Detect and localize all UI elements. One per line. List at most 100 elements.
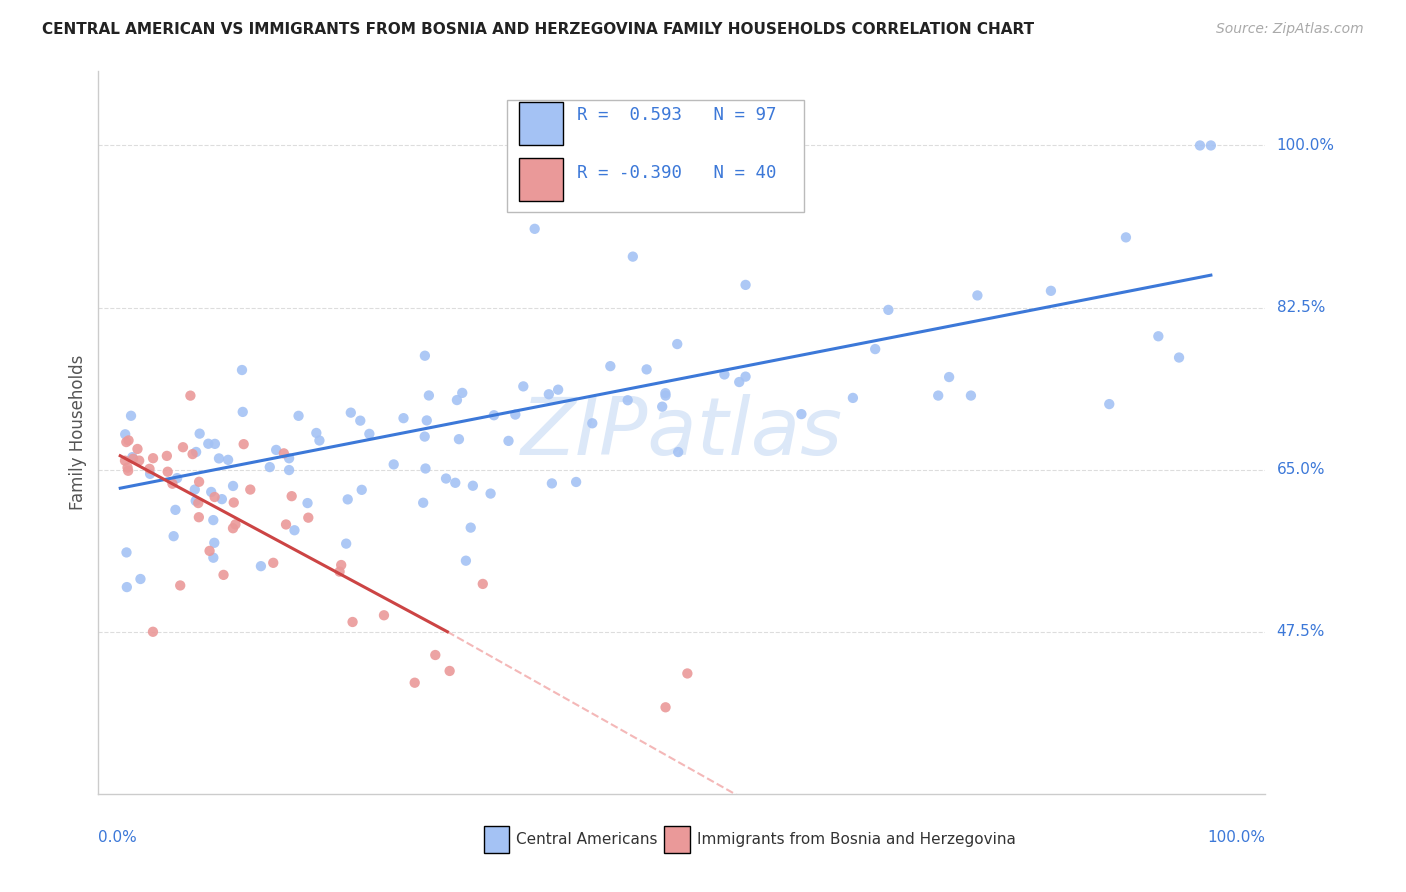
Point bbox=[139, 467, 162, 481]
Point bbox=[425, 648, 447, 662]
Text: ZIPatlas: ZIPatlas bbox=[520, 393, 844, 472]
Point bbox=[454, 554, 477, 568]
Point bbox=[938, 370, 960, 384]
Point bbox=[202, 550, 225, 565]
Point bbox=[142, 624, 165, 639]
Point bbox=[404, 675, 426, 690]
Point bbox=[666, 445, 689, 459]
Point bbox=[512, 379, 534, 393]
Point bbox=[305, 425, 328, 440]
Point bbox=[120, 409, 142, 423]
Point bbox=[239, 483, 262, 497]
Point bbox=[222, 495, 245, 509]
Point bbox=[666, 337, 689, 351]
Point bbox=[927, 388, 949, 402]
FancyBboxPatch shape bbox=[519, 102, 562, 145]
Point bbox=[877, 302, 900, 317]
Point bbox=[202, 536, 225, 550]
Y-axis label: Family Households: Family Households bbox=[69, 355, 87, 510]
Point bbox=[676, 666, 699, 681]
Text: 47.5%: 47.5% bbox=[1277, 624, 1324, 640]
Point bbox=[117, 434, 139, 448]
Point bbox=[181, 447, 204, 461]
Point bbox=[222, 479, 245, 493]
Point bbox=[446, 392, 468, 407]
Point bbox=[114, 427, 136, 442]
Point bbox=[621, 250, 644, 264]
Point bbox=[523, 222, 546, 236]
Point bbox=[128, 453, 150, 467]
Point bbox=[122, 451, 145, 466]
Point bbox=[392, 411, 415, 425]
FancyBboxPatch shape bbox=[665, 826, 690, 853]
Text: Central Americans: Central Americans bbox=[516, 832, 658, 847]
Point bbox=[169, 578, 191, 592]
Point bbox=[416, 413, 439, 427]
Point bbox=[616, 393, 638, 408]
Point bbox=[121, 450, 143, 464]
Point bbox=[842, 391, 865, 405]
Point bbox=[198, 544, 221, 558]
Text: R =  0.593   N = 97: R = 0.593 N = 97 bbox=[576, 106, 776, 124]
Point bbox=[359, 426, 381, 441]
Point bbox=[1168, 351, 1191, 365]
Point bbox=[734, 277, 756, 292]
Point bbox=[184, 483, 207, 497]
Point bbox=[166, 471, 188, 485]
Text: Source: ZipAtlas.com: Source: ZipAtlas.com bbox=[1216, 22, 1364, 37]
Text: Immigrants from Bosnia and Herzegovina: Immigrants from Bosnia and Herzegovina bbox=[697, 832, 1017, 847]
Point bbox=[117, 464, 139, 478]
Point bbox=[163, 529, 186, 543]
Point bbox=[212, 567, 235, 582]
Point bbox=[297, 496, 319, 510]
Point bbox=[197, 436, 219, 450]
Point bbox=[156, 465, 179, 479]
FancyBboxPatch shape bbox=[484, 826, 509, 853]
Point bbox=[217, 453, 239, 467]
Point bbox=[329, 565, 352, 579]
Point bbox=[342, 615, 364, 629]
Text: 65.0%: 65.0% bbox=[1277, 462, 1324, 477]
FancyBboxPatch shape bbox=[519, 158, 562, 202]
Point bbox=[204, 437, 226, 451]
Point bbox=[208, 451, 231, 466]
FancyBboxPatch shape bbox=[508, 100, 804, 212]
Point bbox=[264, 442, 287, 457]
Point bbox=[447, 432, 470, 446]
Point bbox=[187, 496, 209, 510]
Point bbox=[654, 388, 676, 402]
Point bbox=[547, 383, 569, 397]
Point bbox=[439, 664, 461, 678]
Point bbox=[129, 572, 152, 586]
Point bbox=[262, 556, 284, 570]
Point bbox=[250, 559, 273, 574]
Point bbox=[278, 463, 301, 477]
Point bbox=[863, 342, 886, 356]
Point bbox=[654, 386, 676, 401]
Point bbox=[418, 388, 440, 402]
Point bbox=[287, 409, 309, 423]
Point bbox=[1115, 230, 1137, 244]
Point bbox=[179, 389, 201, 403]
Point bbox=[297, 510, 319, 524]
Point bbox=[280, 489, 302, 503]
Point bbox=[444, 475, 467, 490]
Point bbox=[565, 475, 588, 489]
Point bbox=[537, 387, 560, 401]
Point bbox=[479, 486, 502, 500]
Point bbox=[960, 388, 983, 402]
Point bbox=[350, 483, 373, 497]
Point bbox=[188, 426, 211, 441]
Point bbox=[336, 492, 359, 507]
Point bbox=[308, 434, 330, 448]
Point bbox=[1188, 138, 1211, 153]
Point bbox=[115, 545, 138, 559]
Point bbox=[1147, 329, 1170, 343]
Point bbox=[1199, 138, 1222, 153]
Point bbox=[211, 492, 233, 507]
Point bbox=[142, 451, 165, 466]
Point bbox=[1098, 397, 1121, 411]
Point bbox=[224, 517, 246, 532]
Point bbox=[415, 461, 437, 475]
Point bbox=[734, 369, 756, 384]
